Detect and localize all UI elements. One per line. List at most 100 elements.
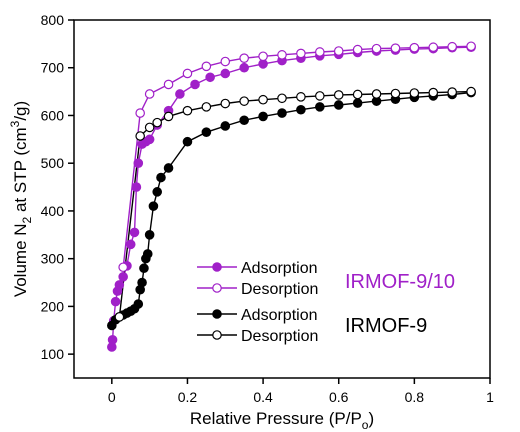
y-tick-label: 700 [41,60,65,76]
data-point [131,182,142,192]
data-point [137,277,147,288]
data-point [144,230,155,240]
data-point [315,91,325,101]
legend-label: Adsorption [241,260,318,277]
x-axis-title-sub: o [362,418,369,432]
data-point [315,102,325,112]
data-point [129,227,140,238]
data-point [239,53,249,63]
data-point [390,43,401,53]
data-point [205,72,215,83]
data-point [220,121,231,131]
data-point [118,272,128,282]
data-point [239,96,249,106]
x-axis: 0 0.2 0.4 0.6 0.8 1 [108,378,494,405]
legend-label: Desorption [241,281,318,298]
legend-group-label: IRMOF-9/10 [345,271,455,293]
data-point [190,79,200,90]
data-point [466,86,476,97]
data-point [156,172,166,183]
data-point [447,87,457,97]
data-point [277,50,287,60]
data-point [163,163,174,173]
data-point [315,47,325,57]
data-point [333,100,344,110]
x-axis-title-end: ) [368,409,374,428]
data-point [144,89,155,99]
data-point [125,239,136,250]
data-point [371,43,382,54]
data-point [135,108,145,118]
data-point [139,263,149,274]
data-point [409,88,420,98]
series-line [122,45,472,268]
data-point [333,90,344,100]
data-point [352,44,363,55]
legend-marker [212,262,222,272]
data-point [428,87,439,98]
data-point [182,105,193,116]
y-axis-title: Volume N2 at STP (cm3/g) [8,101,34,297]
data-point [258,94,268,105]
data-point [258,111,268,122]
plot-frame [73,19,491,379]
data-point [163,79,174,90]
y-tick-label: 600 [41,107,65,123]
data-point [201,127,212,137]
data-point [182,136,193,147]
data-point [133,158,144,168]
data-point [277,93,287,104]
x-tick-label: 0.6 [329,389,349,405]
data-point [144,122,155,133]
legend: Adsorption Desorption Adsorption Desorption… [197,260,455,345]
y-tick-label: 400 [41,203,65,219]
x-tick-label: 0 [108,389,116,405]
data-point [258,51,268,62]
data-point [352,89,363,100]
y-axis: 100 200 300 400 500 600 700 800 [41,12,74,362]
data-point [201,102,212,112]
data-point [428,42,439,53]
data-point [152,187,162,197]
data-point [296,104,306,115]
x-axis-title: Relative Pressure (P/Po) [190,409,374,432]
x-tick-label: 1 [486,389,494,405]
data-point [239,115,249,126]
data-point [447,41,457,52]
y-tick-label: 300 [41,251,65,267]
data-point [110,296,121,307]
data-point [135,131,145,141]
y-tick-label: 500 [41,155,65,171]
data-point [182,68,193,79]
y-axis-title-mid: at STP (cm [11,127,30,216]
data-point [152,117,162,128]
data-point [409,42,420,53]
y-tick-label: 200 [41,298,65,314]
x-axis-title-main: Relative Pressure (P/P [190,409,362,428]
data-point [175,89,185,99]
series-points [107,41,476,352]
legend-label: Desorption [241,328,318,345]
data-point [133,299,144,309]
y-tick-label: 800 [41,12,65,28]
y-axis-title-sup: 3 [8,120,22,127]
data-point [352,98,363,108]
data-point [390,88,401,99]
data-point [118,262,128,273]
legend-marker [212,283,222,293]
x-tick-label: 0.4 [253,389,273,405]
data-point [277,108,287,118]
data-point [201,61,212,72]
x-tick-label: 0.2 [178,389,198,405]
data-point [333,46,344,56]
data-point [239,62,249,73]
data-point [371,89,382,99]
y-axis-title-main: Volume N [11,223,30,297]
legend-marker [212,309,222,319]
y-axis-title-sub: 2 [20,216,34,223]
data-point [142,249,153,259]
data-point [114,280,125,290]
data-point [466,41,476,52]
data-point [107,335,118,345]
